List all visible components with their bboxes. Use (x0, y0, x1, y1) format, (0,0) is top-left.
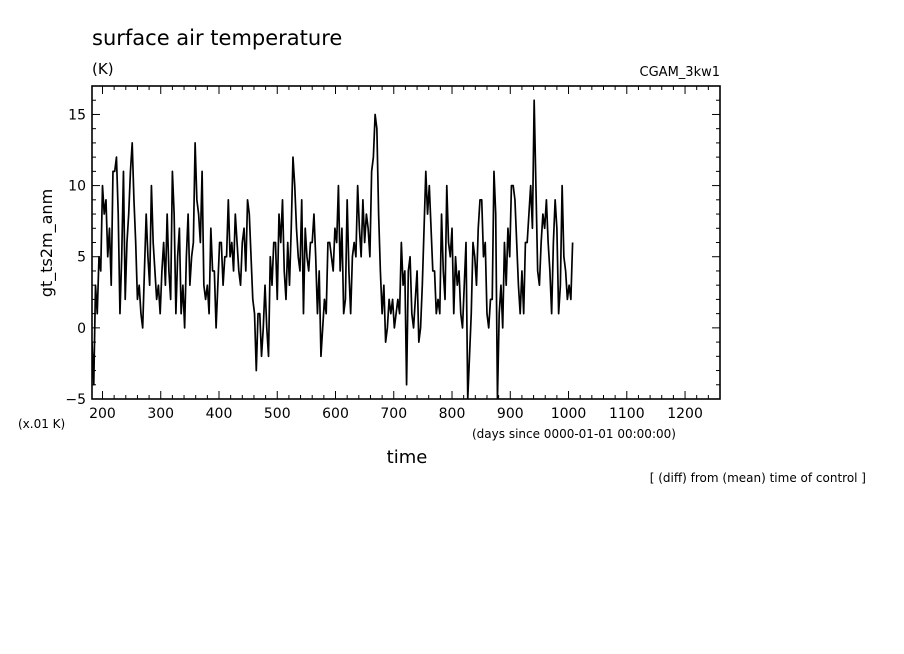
x-tick-label: 700 (380, 406, 407, 422)
y-tick-label: 10 (68, 179, 86, 195)
x-tick-label: 900 (497, 406, 524, 422)
x-units-label: (days since 0000-01-01 00:00:00) (472, 427, 676, 441)
series-line-gt_ts2m_anm (92, 99, 574, 399)
x-tick-label: 600 (322, 406, 349, 422)
x-tick-label: 500 (264, 406, 291, 422)
y-tick-label: 0 (77, 321, 86, 337)
x-axis-label: time (387, 447, 428, 468)
chart-title: surface air temperature (92, 26, 342, 50)
x-tick-label: 400 (206, 406, 233, 422)
y-scale-note: (x.01 K) (18, 417, 65, 431)
run-label: CGAM_3kw1 (640, 65, 720, 80)
x-tick-label: 300 (147, 406, 174, 422)
y-axis-label: gt_ts2m_anm (37, 189, 57, 297)
y-tick-label: 15 (68, 107, 86, 123)
y-tick-label: −5 (65, 392, 86, 408)
x-tick-label: 1200 (667, 406, 703, 422)
x-tick-label: 1100 (609, 406, 645, 422)
y-tick-label: 5 (77, 250, 86, 266)
units-label: (K) (92, 60, 114, 78)
x-tick-label: 200 (89, 406, 116, 422)
x-tick-label: 1000 (551, 406, 587, 422)
x-tick-label: 800 (439, 406, 466, 422)
footnote: [ (diff) from (mean) time of control ] (650, 471, 866, 485)
